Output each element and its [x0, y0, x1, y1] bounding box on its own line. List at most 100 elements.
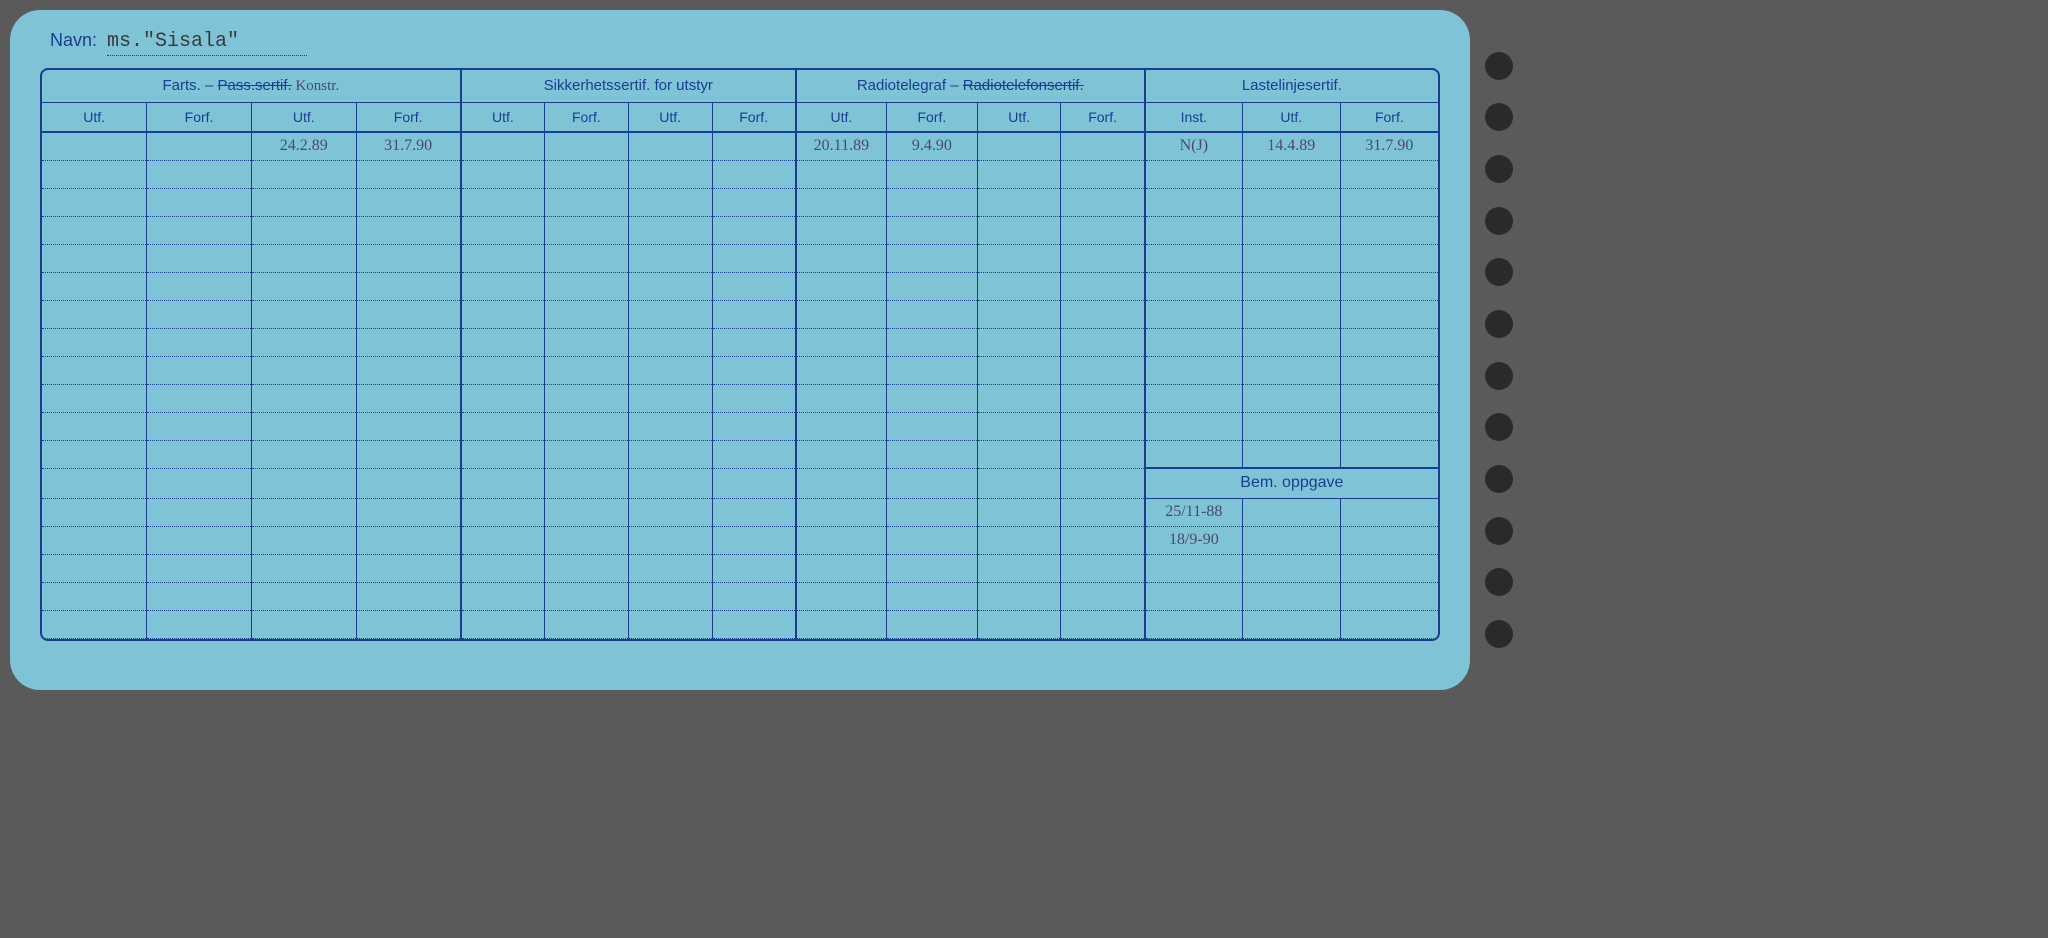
table-cell	[356, 610, 461, 638]
punch-hole	[1485, 310, 1513, 338]
table-cell	[461, 440, 545, 468]
table-cell	[1061, 244, 1145, 272]
table-cell	[356, 216, 461, 244]
table-cell	[796, 610, 887, 638]
table-cell	[886, 244, 977, 272]
sub-header: Forf.	[545, 102, 629, 132]
table-cell	[1242, 582, 1340, 610]
table-row: 25/11-88	[42, 498, 1438, 526]
table-cell	[147, 468, 252, 498]
table-cell	[42, 328, 147, 356]
bem-header-row: Bem. oppgave	[42, 468, 1438, 498]
punch-hole	[1485, 413, 1513, 441]
table-cell	[251, 498, 356, 526]
table-cell	[1340, 356, 1438, 384]
table-cell	[712, 468, 796, 498]
table-cell: 31.7.90	[1340, 132, 1438, 160]
table-cell	[356, 328, 461, 356]
table-cell	[461, 188, 545, 216]
table-cell: N(J)	[1145, 132, 1243, 160]
table-cell	[461, 554, 545, 582]
group-header-row: Farts. – Pass.sertif. Konstr.Sikkerhetss…	[42, 70, 1438, 102]
table-cell	[977, 582, 1061, 610]
sub-header: Forf.	[1340, 102, 1438, 132]
table-cell	[1340, 272, 1438, 300]
table-cell	[712, 216, 796, 244]
table-cell: 20.11.89	[796, 132, 887, 160]
table-cell	[886, 440, 977, 468]
table-cell	[628, 188, 712, 216]
table-cell	[628, 384, 712, 412]
table-cell	[712, 582, 796, 610]
table-cell	[42, 412, 147, 440]
table-cell	[251, 412, 356, 440]
table-cell	[1242, 300, 1340, 328]
table-cell	[461, 356, 545, 384]
table-cell	[796, 384, 887, 412]
table-cell	[461, 412, 545, 440]
table-row: 24.2.8931.7.9020.11.899.4.90N(J)14.4.893…	[42, 132, 1438, 160]
table-cell	[1340, 328, 1438, 356]
table-row	[42, 300, 1438, 328]
table-cell	[461, 272, 545, 300]
table-cell	[796, 188, 887, 216]
table-cell	[796, 412, 887, 440]
table-cell	[356, 554, 461, 582]
punch-hole	[1485, 52, 1513, 80]
name-value: ms."Sisala"	[107, 30, 307, 56]
table-cell	[1145, 384, 1243, 412]
table-cell	[251, 272, 356, 300]
table-cell	[356, 300, 461, 328]
table-cell	[886, 384, 977, 412]
bem-oppgave-header: Bem. oppgave	[1145, 468, 1438, 498]
table-cell	[545, 244, 629, 272]
table-cell	[1340, 160, 1438, 188]
table-cell	[251, 216, 356, 244]
table-cell	[1340, 554, 1438, 582]
table-cell	[1061, 300, 1145, 328]
table-cell	[796, 554, 887, 582]
table-cell	[1061, 582, 1145, 610]
table-cell	[1340, 300, 1438, 328]
table-cell	[356, 582, 461, 610]
sub-header: Forf.	[1061, 102, 1145, 132]
table-cell	[1242, 610, 1340, 638]
table-cell	[251, 300, 356, 328]
table-cell	[42, 526, 147, 554]
table-cell: 24.2.89	[251, 132, 356, 160]
table-cell	[147, 328, 252, 356]
sub-header: Utf.	[42, 102, 147, 132]
table-cell	[712, 554, 796, 582]
table-row	[42, 610, 1438, 638]
table-cell	[251, 328, 356, 356]
table-cell	[545, 610, 629, 638]
punch-hole	[1485, 568, 1513, 596]
table-cell	[356, 526, 461, 554]
table-cell	[1242, 328, 1340, 356]
table-cell	[628, 554, 712, 582]
table-cell	[712, 160, 796, 188]
table-cell	[977, 440, 1061, 468]
table-cell	[712, 356, 796, 384]
table-cell	[461, 244, 545, 272]
sub-header: Utf.	[461, 102, 545, 132]
table-cell	[1061, 468, 1145, 498]
table-cell	[461, 300, 545, 328]
table-cell	[886, 468, 977, 498]
table-cell	[712, 412, 796, 440]
table-cell	[251, 526, 356, 554]
table-cell	[1242, 160, 1340, 188]
table-row	[42, 216, 1438, 244]
table-cell	[1145, 610, 1243, 638]
table-cell	[1145, 272, 1243, 300]
table-cell	[545, 132, 629, 160]
table-cell	[886, 498, 977, 526]
table-cell	[251, 554, 356, 582]
table-cell	[147, 300, 252, 328]
table-cell	[545, 526, 629, 554]
table-cell	[1242, 244, 1340, 272]
table-wrapper: Farts. – Pass.sertif. Konstr.Sikkerhetss…	[40, 68, 1440, 641]
table-cell	[796, 498, 887, 526]
table-cell	[1061, 216, 1145, 244]
table-cell	[251, 582, 356, 610]
